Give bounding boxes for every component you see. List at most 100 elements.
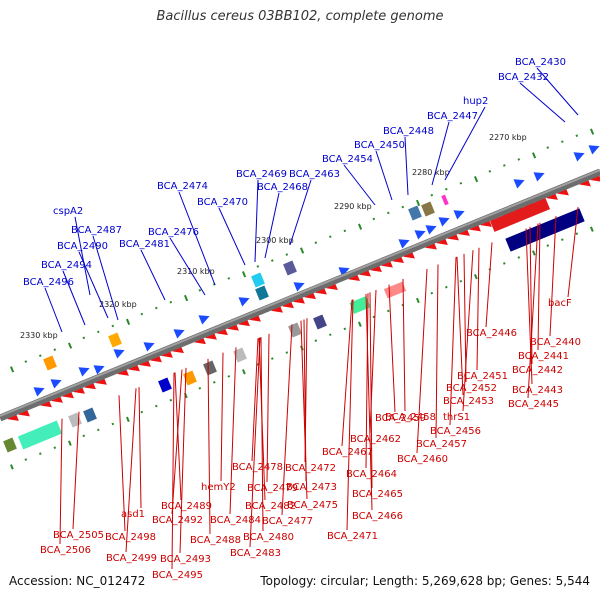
- forward-cds-arrow: [93, 365, 105, 375]
- genome-summary: Topology: circular; Length: 5,269,628 bp…: [260, 574, 590, 588]
- inner-tick: [96, 428, 100, 432]
- bottom-leader: [251, 338, 259, 462]
- tick-track: [9, 128, 595, 470]
- bottom-gene-label: BCA_2493: [160, 554, 211, 565]
- forward-cds-arrow: [338, 267, 350, 277]
- feature-block: [3, 437, 17, 453]
- scale-tick: [285, 253, 289, 256]
- forward-cds-arrow: [425, 225, 437, 235]
- scale-tick: [416, 199, 421, 207]
- top-gene-label: BCA_2496: [23, 277, 74, 288]
- scale-tick: [271, 259, 274, 262]
- bottom-gene-label: BCA_2480: [243, 532, 294, 543]
- forward-cds-arrow: [198, 315, 210, 325]
- feature-block: [408, 205, 422, 221]
- scale-tick: [53, 348, 57, 352]
- scale-tick: [9, 366, 15, 373]
- bottom-leader: [249, 337, 261, 548]
- bottom-leader: [365, 294, 373, 511]
- inner-tick: [285, 351, 289, 354]
- scale-tick: [329, 235, 332, 239]
- bottom-gene-label: BCA_2467: [322, 447, 373, 458]
- top-leader: [44, 287, 63, 333]
- bottom-gene-label: bacF: [548, 298, 572, 309]
- bottom-gene-label: BCA_2458: [385, 412, 436, 423]
- bottom-leader: [72, 411, 80, 530]
- bottom-leader: [281, 324, 293, 516]
- feature-tracks: [3, 145, 600, 453]
- top-leader: [92, 235, 119, 321]
- forward-cds-arrow: [78, 367, 90, 377]
- forward-cds-arrow: [33, 387, 45, 397]
- scale-tick: [126, 318, 131, 325]
- scale-tick: [300, 247, 305, 254]
- bottom-gene-label: BCA_2479: [247, 483, 298, 494]
- scale-tick: [459, 181, 463, 185]
- feature-block: [203, 360, 217, 376]
- feature-block: [421, 201, 435, 217]
- bottom-leader: [525, 228, 533, 385]
- top-leader: [218, 207, 246, 266]
- forward-cds-arrow: [50, 379, 62, 389]
- top-gene-label: BCA_2469: [236, 169, 287, 180]
- bottom-gene-label: BCA_2464: [346, 469, 397, 480]
- kbp-scale: 2270 kbp 2280 kbp 2290 kbp 2300 kbp 2310 kbp…: [20, 133, 527, 340]
- bottom-leader: [207, 358, 211, 535]
- scale-tick: [241, 271, 247, 278]
- bottom-gene-label: BCA_2477: [262, 516, 313, 527]
- scale-tick: [502, 164, 506, 167]
- inner-tick: [473, 274, 478, 280]
- bottom-gene-label: BCA_2457: [416, 439, 467, 450]
- bottom-leader: [59, 418, 63, 545]
- inner-tick: [444, 285, 448, 289]
- bottom-leader: [537, 222, 541, 351]
- scale-tick: [169, 300, 173, 304]
- scale-tick: [314, 241, 318, 245]
- top-gene-labels: BCA_2430 BCA_2432 hup2 BCA_2447 BCA_2448 BCA_…: [23, 57, 566, 288]
- feature-block: [441, 194, 449, 206]
- bottom-gene-label: BCA_2460: [397, 454, 448, 465]
- bottom-leader: [118, 395, 126, 532]
- feature-block: [489, 198, 551, 232]
- top-leader: [254, 179, 259, 263]
- inner-tick: [82, 434, 86, 438]
- bottom-leader: [229, 347, 237, 515]
- bottom-leader: [174, 372, 182, 501]
- top-leader: [289, 179, 312, 246]
- kbp-label: 2310 kbp: [177, 267, 215, 276]
- bottom-leader: [416, 269, 428, 454]
- bottom-gene-labels: bacF BCA_2440 BCA_2441 BCA_2442 BCA_2443 BCA_…: [40, 298, 581, 581]
- forward-cds-arrow: [173, 329, 185, 339]
- inner-tick: [155, 404, 158, 408]
- top-gene-label: BCA_2430: [515, 57, 566, 68]
- inner-tick: [9, 464, 14, 470]
- feature-block: [283, 260, 297, 276]
- bottom-leader: [369, 292, 373, 489]
- bottom-leader: [527, 223, 539, 399]
- top-leader: [375, 150, 393, 201]
- bottom-leader: [388, 284, 396, 413]
- forward-cds-arrow: [588, 145, 600, 155]
- forward-cds-arrow: [533, 172, 545, 182]
- inner-tick: [546, 244, 550, 247]
- inner-tick: [503, 262, 506, 265]
- accession-label: Accession: NC_012472: [9, 574, 146, 588]
- inner-tick: [416, 297, 420, 304]
- scale-tick: [473, 176, 479, 183]
- scale-tick: [561, 140, 564, 143]
- feature-block: [43, 355, 57, 371]
- feature-block: [505, 208, 585, 252]
- bottom-gene-label: BCA_2495: [152, 570, 203, 581]
- bottom-gene-label: BCA_2451: [457, 371, 508, 382]
- inner-tick: [242, 369, 246, 375]
- scale-tick: [590, 128, 595, 135]
- inner-tick: [227, 375, 231, 378]
- bottom-leader: [462, 250, 474, 412]
- feature-block: [349, 296, 371, 314]
- inner-tick: [169, 398, 173, 402]
- forward-cds-arrow: [398, 239, 410, 249]
- inner-tick: [198, 386, 202, 390]
- bottom-gene-label: BCA_2471: [327, 531, 378, 542]
- scale-tick: [445, 187, 448, 191]
- scale-tick: [372, 217, 376, 221]
